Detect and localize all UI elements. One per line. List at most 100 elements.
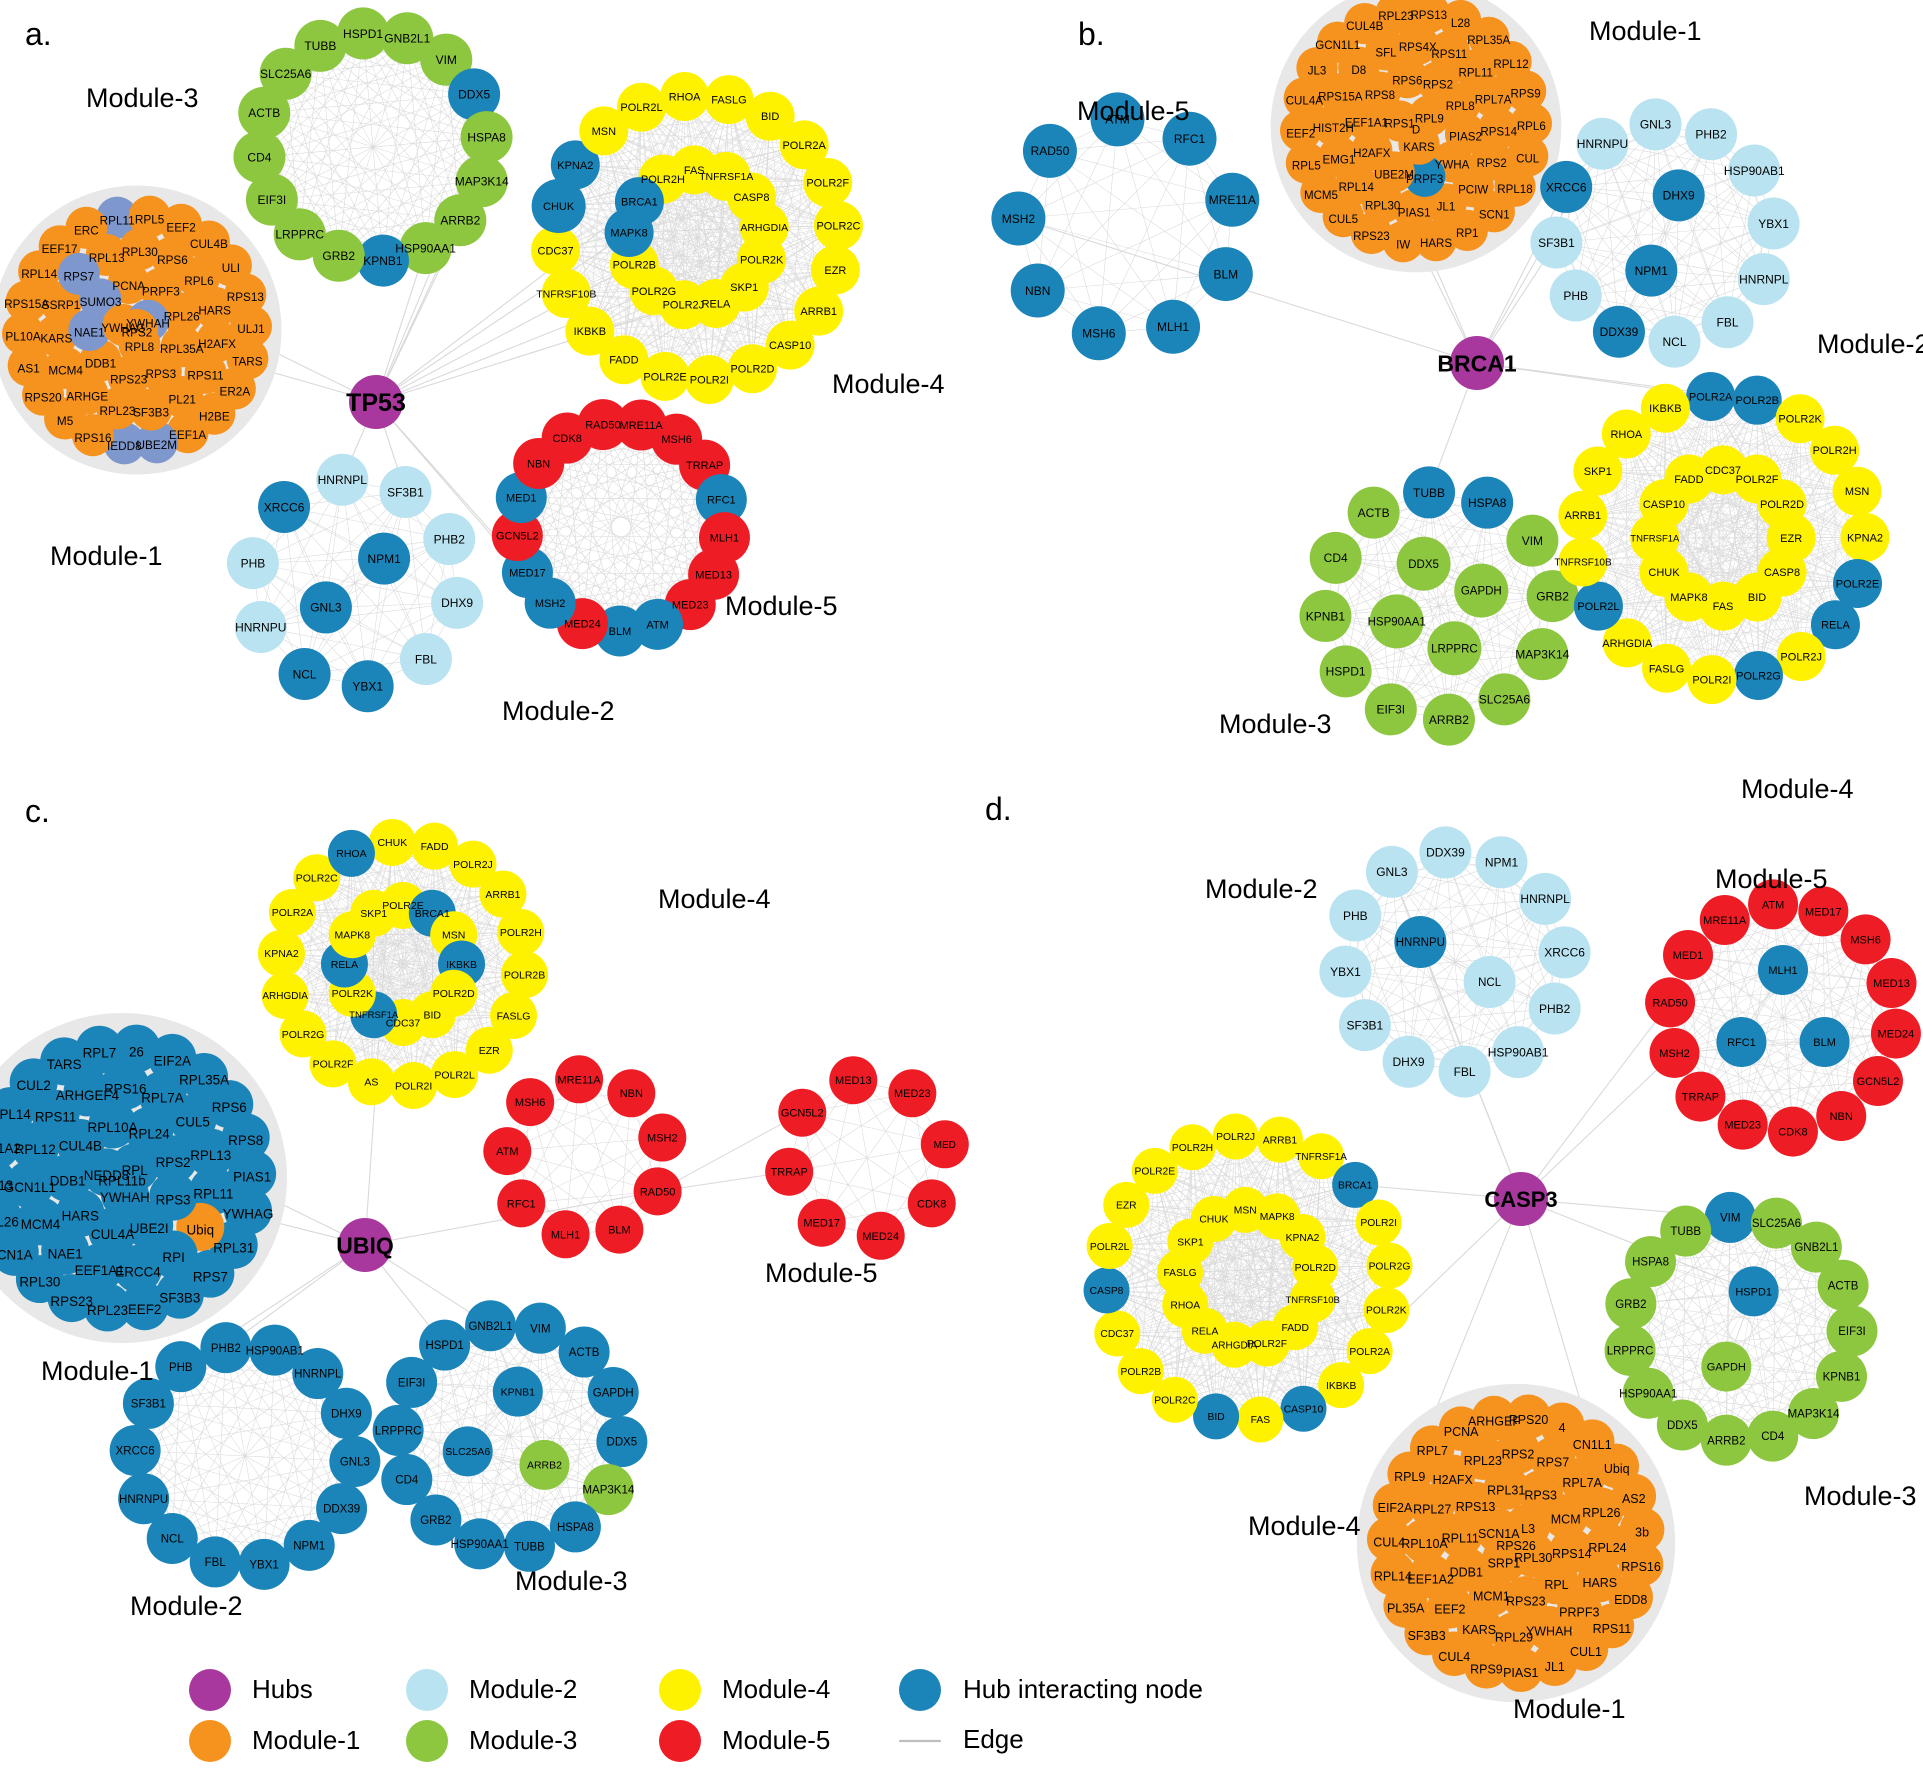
svg-text:RPS23: RPS23 (110, 374, 148, 387)
svg-text:RPS6: RPS6 (1392, 75, 1422, 87)
svg-text:POLR2L: POLR2L (1577, 601, 1619, 613)
svg-text:KPNB1: KPNB1 (1306, 609, 1346, 623)
svg-text:FBL: FBL (1717, 316, 1739, 330)
svg-text:POLR2C: POLR2C (296, 873, 338, 885)
svg-text:BID: BID (1207, 1412, 1224, 1423)
svg-text:FASLG: FASLG (711, 95, 746, 107)
svg-text:a.: a. (25, 16, 52, 52)
svg-text:DDB1: DDB1 (1450, 1566, 1483, 1580)
svg-text:POLR2D: POLR2D (730, 364, 774, 376)
svg-text:EIF2A: EIF2A (1378, 1501, 1413, 1515)
svg-text:FBL: FBL (415, 652, 437, 666)
svg-text:CD4: CD4 (1761, 1431, 1785, 1443)
svg-text:PCIW: PCIW (1458, 184, 1488, 196)
svg-text:NBN: NBN (1830, 1111, 1853, 1123)
svg-text:POLR2G: POLR2G (1736, 670, 1781, 682)
svg-text:GCN5L2: GCN5L2 (1857, 1076, 1900, 1088)
svg-text:ARRB2: ARRB2 (1707, 1435, 1745, 1447)
svg-text:POLR2H: POLR2H (1172, 1143, 1213, 1154)
svg-text:IW: IW (1396, 239, 1410, 251)
svg-text:HSP90AA1: HSP90AA1 (1368, 617, 1426, 629)
svg-text:HSPA8: HSPA8 (557, 1522, 594, 1534)
svg-text:HARS: HARS (1420, 238, 1452, 250)
svg-text:FASLG: FASLG (1163, 1268, 1196, 1279)
svg-text:MSH2: MSH2 (1002, 212, 1036, 226)
svg-text:MSH6: MSH6 (661, 434, 692, 446)
svg-text:RPL31: RPL31 (213, 1241, 254, 1256)
svg-text:RPS3: RPS3 (1524, 1489, 1557, 1503)
svg-text:RPL27: RPL27 (1413, 1502, 1451, 1516)
svg-text:UBE2M: UBE2M (1374, 170, 1414, 182)
svg-text:HSPA8: HSPA8 (467, 130, 506, 144)
svg-text:YWHA: YWHA (1435, 159, 1470, 171)
svg-text:RPL24: RPL24 (1588, 1541, 1626, 1555)
svg-text:RPS11: RPS11 (1593, 1622, 1632, 1636)
svg-text:TNFRSF10B: TNFRSF10B (1554, 558, 1612, 569)
svg-text:MLH1: MLH1 (710, 533, 739, 545)
svg-text:MED23: MED23 (894, 1088, 931, 1100)
svg-text:GRB2: GRB2 (322, 249, 355, 263)
svg-text:CDK8: CDK8 (552, 433, 581, 445)
svg-text:D: D (1412, 125, 1420, 137)
svg-text:SFL: SFL (1375, 48, 1397, 60)
svg-text:YBX1: YBX1 (352, 680, 383, 694)
svg-text:GRB2: GRB2 (1536, 589, 1569, 603)
svg-text:RELA: RELA (1191, 1327, 1218, 1338)
svg-text:RPS15A: RPS15A (1318, 91, 1363, 103)
svg-text:TNFRSF10B: TNFRSF10B (536, 288, 596, 300)
svg-text:CHUK: CHUK (377, 837, 407, 849)
svg-text:RPL7A: RPL7A (1562, 1476, 1602, 1490)
svg-text:RPL5: RPL5 (135, 213, 165, 226)
svg-text:LRPPRC: LRPPRC (275, 228, 324, 242)
svg-text:GRB2: GRB2 (420, 1515, 451, 1527)
svg-text:CUL4A: CUL4A (91, 1227, 134, 1242)
svg-text:RPL11: RPL11 (1458, 67, 1493, 79)
svg-text:DDX39: DDX39 (1426, 846, 1465, 860)
svg-text:YWHAH: YWHAH (100, 1190, 150, 1205)
svg-text:Module-3: Module-3 (86, 83, 199, 113)
svg-text:POLR2I: POLR2I (1692, 675, 1731, 687)
svg-text:FADD: FADD (609, 355, 638, 367)
svg-text:HSPD1: HSPD1 (343, 27, 383, 41)
svg-text:Ubiq: Ubiq (186, 1223, 214, 1238)
svg-text:Module-5: Module-5 (1715, 864, 1828, 894)
svg-text:NBN: NBN (620, 1088, 643, 1100)
svg-text:POLR2G: POLR2G (1369, 1261, 1411, 1272)
svg-text:CASP10: CASP10 (1284, 1404, 1324, 1415)
svg-text:ARRB2: ARRB2 (527, 1460, 562, 1472)
svg-text:BLM: BLM (1213, 267, 1238, 281)
svg-text:MAP3K14: MAP3K14 (1788, 1409, 1840, 1421)
svg-text:CD4: CD4 (247, 150, 271, 164)
svg-text:IKBKB: IKBKB (1649, 403, 1681, 415)
svg-text:RPS8: RPS8 (228, 1133, 263, 1148)
svg-text:SUMO3: SUMO3 (80, 296, 122, 309)
svg-text:Module-5: Module-5 (765, 1258, 878, 1288)
svg-text:RPL23: RPL23 (99, 405, 135, 418)
svg-text:RPS16: RPS16 (104, 1081, 147, 1096)
svg-text:3b: 3b (1635, 1526, 1649, 1540)
svg-text:JL1: JL1 (1437, 202, 1456, 214)
svg-text:ARRB1: ARRB1 (800, 306, 837, 318)
svg-text:DDX39: DDX39 (323, 1504, 360, 1516)
svg-text:PRPF3: PRPF3 (142, 285, 180, 298)
svg-text:ATM: ATM (496, 1146, 518, 1158)
svg-text:XRCC6: XRCC6 (1544, 946, 1585, 960)
svg-text:YBX1: YBX1 (249, 1559, 278, 1571)
svg-text:POLR2F: POLR2F (313, 1059, 354, 1071)
svg-text:RPL7: RPL7 (83, 1045, 117, 1060)
svg-text:ARRB2: ARRB2 (440, 214, 480, 228)
svg-text:KARS: KARS (40, 332, 72, 345)
svg-text:MSH2: MSH2 (1659, 1048, 1690, 1060)
svg-text:POLR2C: POLR2C (816, 221, 860, 233)
svg-text:Module-1: Module-1 (50, 541, 163, 571)
svg-text:JL3: JL3 (1308, 65, 1327, 77)
svg-text:RPL35A: RPL35A (1467, 35, 1510, 47)
svg-text:RPS7: RPS7 (63, 271, 94, 284)
svg-text:POLR2J: POLR2J (663, 300, 705, 312)
svg-text:RPS3: RPS3 (145, 368, 176, 381)
svg-text:MSH2: MSH2 (535, 598, 566, 610)
svg-text:HSP90AA1: HSP90AA1 (1619, 1388, 1677, 1400)
svg-text:NPM1: NPM1 (367, 552, 401, 566)
svg-text:HSPD1: HSPD1 (1735, 1286, 1772, 1298)
svg-text:RPL14: RPL14 (0, 1107, 31, 1122)
